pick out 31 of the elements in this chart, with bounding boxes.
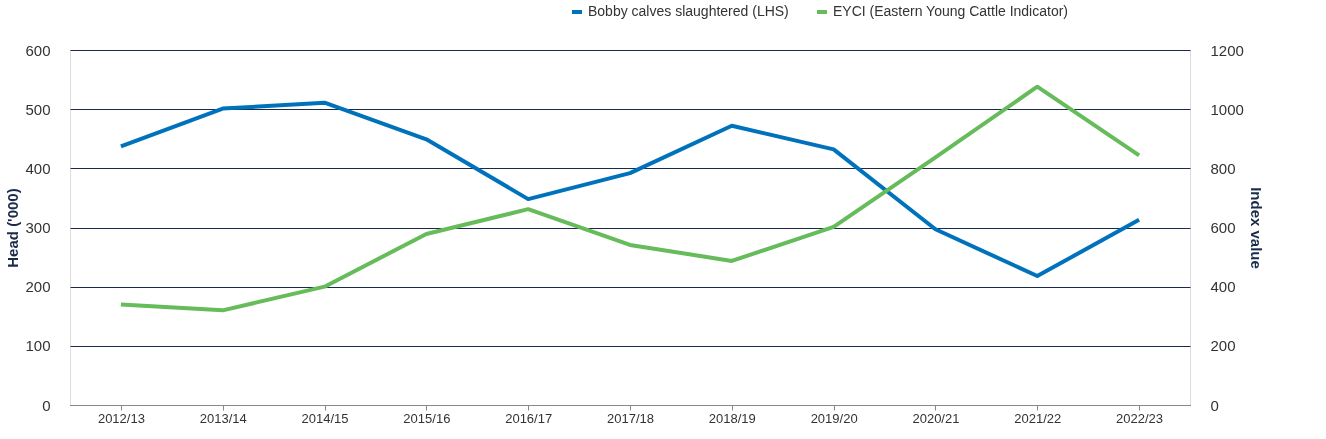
y2-tick-label: 400 <box>1210 278 1236 296</box>
y-tick-label: 0 <box>42 396 51 414</box>
x-tick-label: 2016/17 <box>505 410 553 426</box>
x-tick-label: 2018/19 <box>708 410 756 426</box>
y-tick-label: 100 <box>25 337 51 355</box>
x-tick-label: 2021/22 <box>1014 410 1062 426</box>
y-axis-title: Head ('000) <box>4 188 22 268</box>
x-tick-label: 2014/15 <box>301 410 349 426</box>
y2-tick-label: 1000 <box>1210 100 1244 118</box>
y-tick-label: 300 <box>25 219 51 236</box>
x-tick-label: 2019/20 <box>810 410 858 426</box>
y-tick-label: 200 <box>25 278 51 296</box>
x-tick-label: 2013/14 <box>199 410 247 426</box>
y2-tick-label: 200 <box>1210 337 1236 355</box>
y2-tick-label: 600 <box>1210 219 1236 236</box>
x-tick-label: 2017/18 <box>607 410 654 426</box>
x-tick-label: 2015/16 <box>403 410 451 426</box>
x-tick-label: 2012/13 <box>97 410 145 426</box>
x-tick-label: 2022/23 <box>1116 410 1164 426</box>
x-tick-label: 2020/21 <box>912 410 960 426</box>
line-series <box>118 100 1142 279</box>
legend-label: Bobby calves slaughtered (LHS) <box>588 3 789 19</box>
y-tick-label: 400 <box>25 159 51 177</box>
y-tick-label: 600 <box>25 41 51 59</box>
y2-tick-label: 1200 <box>1210 41 1244 59</box>
y2-tick-label: 800 <box>1210 159 1236 177</box>
legend-label: EYCI (Eastern Young Cattle Indicator) <box>833 3 1069 19</box>
y2-tick-label: 0 <box>1210 396 1219 414</box>
line-series <box>118 84 1142 313</box>
y2-axis-title: Index value <box>1247 187 1265 269</box>
y-tick-label: 500 <box>25 100 51 118</box>
